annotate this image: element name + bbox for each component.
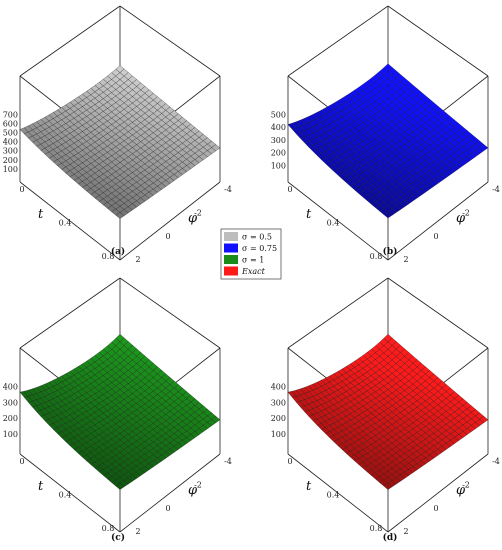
surface-panel-c: 400 300 200 100 0 0.4 0.8 t -4 -2 0 2 φ (c) <box>3 277 232 543</box>
phi-tick-label: -2 <box>194 480 202 489</box>
z-tick-label: 200 <box>3 156 18 165</box>
phi-tick-label: -4 <box>492 457 500 466</box>
phi-axis-ticks: -4 -2 0 2 <box>135 457 231 536</box>
t-axis-label: t <box>306 479 312 494</box>
z-axis-ticks: 400 300 200 100 <box>3 382 18 439</box>
phi-tick-label: -4 <box>224 457 232 466</box>
phi-axis-label: φ <box>456 483 466 498</box>
panel-label: (b) <box>383 246 398 257</box>
z-tick-label: 300 <box>3 147 18 156</box>
t-tick-label: 0.8 <box>102 252 115 261</box>
t-axis-ticks: 0 0.4 0.8 <box>287 457 382 533</box>
z-tick-label: 500 <box>271 110 286 119</box>
phi-tick-label: -2 <box>194 208 202 217</box>
legend-label: σ = 0.5 <box>242 233 272 242</box>
z-tick-label: 200 <box>3 414 18 423</box>
t-tick-label: 0.8 <box>370 524 383 533</box>
phi-tick-label: 0 <box>165 232 170 241</box>
phi-tick-label: -2 <box>462 208 470 217</box>
phi-tick-label: 2 <box>135 255 140 264</box>
z-tick-label: 500 <box>3 129 18 138</box>
phi-tick-label: 0 <box>165 504 170 513</box>
phi-axis-ticks: -4 -2 0 2 <box>403 185 499 264</box>
z-tick-label: 100 <box>271 161 286 170</box>
z-axis-ticks: 400 300 200 100 <box>271 382 286 439</box>
z-tick-label: 300 <box>271 136 286 145</box>
t-tick-label: 0.8 <box>370 252 383 261</box>
surface-mesh <box>287 63 489 219</box>
z-tick-label: 400 <box>271 123 286 132</box>
z-tick-label: 400 <box>271 382 286 391</box>
t-axis-ticks: 0 0.4 0.8 <box>19 185 114 261</box>
t-tick-label: 0 <box>19 457 24 466</box>
phi-axis-ticks: -4 -2 0 2 <box>135 185 231 264</box>
surface-mesh <box>287 333 489 490</box>
t-tick-label: 0.4 <box>327 491 340 500</box>
phi-tick-label: 2 <box>403 255 408 264</box>
t-axis-label: t <box>306 207 312 222</box>
t-tick-label: 0.4 <box>59 491 72 500</box>
t-tick-label: 0 <box>287 185 292 194</box>
phi-axis-label: φ <box>188 483 198 498</box>
surface-mesh <box>19 65 221 219</box>
legend-label: σ = 0.75 <box>242 244 277 253</box>
t-axis-ticks: 0 0.4 0.8 <box>287 185 382 261</box>
z-tick-label: 200 <box>271 414 286 423</box>
z-tick-label: 300 <box>271 398 286 407</box>
panel-label: (a) <box>111 246 125 257</box>
t-tick-label: 0.4 <box>327 219 340 228</box>
legend-label: σ = 1 <box>242 256 264 265</box>
z-tick-label: 300 <box>3 398 18 407</box>
z-tick-label: 600 <box>3 119 18 128</box>
surface-panel-d: 400 300 200 100 0 0.4 0.8 t -4 -2 0 2 φ (d) <box>271 277 500 543</box>
panel-label: (c) <box>111 532 125 543</box>
z-tick-label: 400 <box>3 138 18 147</box>
phi-tick-label: 2 <box>135 527 140 536</box>
phi-tick-label: -4 <box>224 185 232 194</box>
legend-swatch <box>224 232 238 241</box>
t-tick-label: 0.8 <box>102 524 115 533</box>
t-axis-label: t <box>38 479 44 494</box>
t-tick-label: 0.4 <box>59 219 72 228</box>
surface-panel-b: 500 400 300 200 100 0 0.4 0.8 t -4 -2 0 2 φ (b) <box>271 5 500 264</box>
phi-tick-label: 0 <box>433 504 438 513</box>
z-axis-ticks: 500 400 300 200 100 <box>271 110 286 170</box>
t-axis-ticks: 0 0.4 0.8 <box>19 457 114 533</box>
t-tick-label: 0 <box>19 185 24 194</box>
z-tick-label: 700 <box>3 110 18 119</box>
z-tick-label: 200 <box>271 149 286 158</box>
legend-swatch <box>224 255 238 264</box>
z-tick-label: 100 <box>3 430 18 439</box>
surface-mesh <box>19 333 221 490</box>
z-tick-label: 100 <box>3 165 18 174</box>
phi-axis-label: φ <box>456 211 466 226</box>
phi-axis-ticks: -4 -2 0 2 <box>403 457 499 536</box>
phi-tick-label: -4 <box>492 185 500 194</box>
phi-axis-label: φ <box>188 211 198 226</box>
legend-label: Exact <box>241 267 266 276</box>
phi-tick-label: 2 <box>403 527 408 536</box>
legend-swatch <box>224 243 238 253</box>
phi-tick-label: -2 <box>462 480 470 489</box>
z-tick-label: 400 <box>3 382 18 391</box>
t-tick-label: 0 <box>287 457 292 466</box>
t-axis-label: t <box>38 207 44 222</box>
phi-tick-label: 0 <box>433 232 438 241</box>
legend: σ = 0.5 σ = 0.75 σ = 1 Exact <box>220 228 282 280</box>
panel-label: (d) <box>383 532 398 543</box>
z-tick-label: 100 <box>271 430 286 439</box>
legend-swatch <box>224 266 238 276</box>
